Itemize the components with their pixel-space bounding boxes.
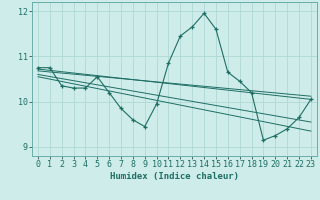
X-axis label: Humidex (Indice chaleur): Humidex (Indice chaleur)	[110, 172, 239, 181]
